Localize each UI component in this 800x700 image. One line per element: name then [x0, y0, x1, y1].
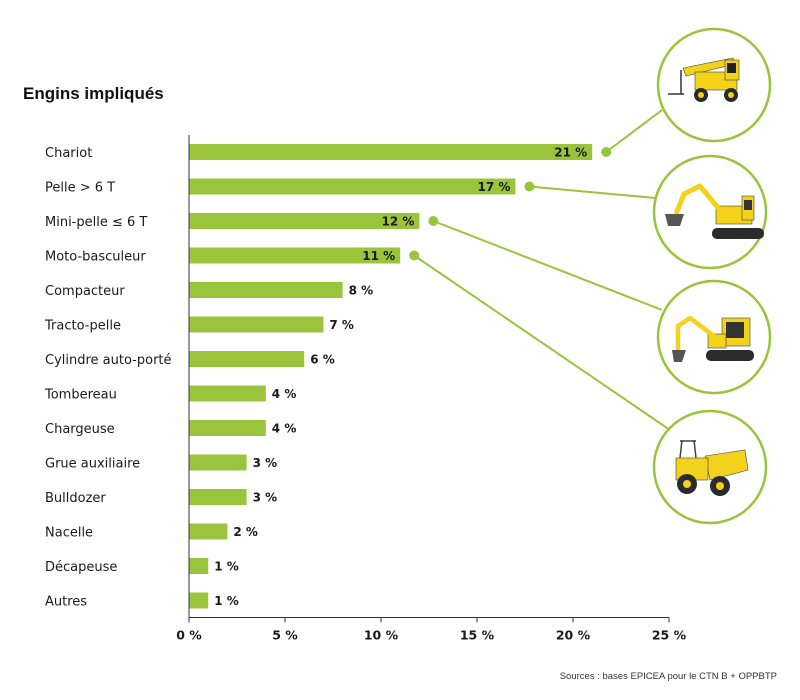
callout-circle-excavator — [652, 154, 768, 270]
bar — [189, 420, 266, 436]
callout-dot — [409, 250, 420, 261]
value-label: 21 % — [554, 146, 587, 160]
bar — [189, 385, 266, 402]
x-tick-label: 25 % — [652, 628, 687, 643]
value-label: 3 % — [253, 456, 278, 470]
value-label: 8 % — [349, 284, 374, 298]
bar — [189, 454, 247, 471]
mini-excavator-icon — [672, 315, 754, 362]
category-label: Chariot — [45, 146, 92, 161]
value-label: 2 % — [233, 525, 258, 539]
excavator-icon — [665, 183, 764, 239]
category-label: Cylindre auto-porté — [45, 353, 172, 368]
category-label: Décapeuse — [45, 560, 117, 575]
category-label: Autres — [45, 595, 87, 610]
callout-circle-mini-excavator — [656, 279, 772, 395]
callout-line — [605, 109, 663, 153]
bar — [189, 316, 324, 333]
value-label: 17 % — [477, 180, 510, 194]
x-tick-label: 15 % — [460, 628, 495, 643]
category-label: Pelle > 6 T — [45, 181, 115, 196]
category-label: Tombereau — [44, 388, 117, 403]
callout-circle-dumper — [652, 409, 768, 525]
x-tick-label: 0 % — [176, 628, 202, 643]
x-tick-label: 10 % — [364, 628, 399, 643]
callout-line — [433, 220, 663, 311]
category-label: Moto-basculeur — [45, 250, 146, 265]
category-label: Mini-pelle ≤ 6 T — [45, 215, 147, 230]
callout-dot — [524, 181, 535, 192]
callout-circle-telehandler — [656, 27, 772, 143]
bar — [189, 523, 228, 540]
bar — [189, 282, 343, 298]
callout-line — [413, 254, 671, 431]
bar — [189, 213, 420, 229]
bar — [189, 247, 401, 264]
value-label: 1 % — [214, 560, 239, 574]
callout-dot — [428, 216, 439, 226]
callout-lines — [409, 109, 671, 431]
value-label: 3 % — [253, 491, 278, 505]
bar — [189, 558, 209, 574]
value-label: 6 % — [310, 353, 335, 367]
chart-title: Engins impliqués — [23, 84, 164, 103]
value-label: 1 % — [214, 594, 239, 608]
x-axis: 0 % 5 % 10 % 15 % 20 % 25 % — [176, 135, 687, 643]
category-label: Nacelle — [45, 526, 93, 541]
bar — [189, 178, 516, 195]
category-label: Bulldozer — [45, 491, 106, 506]
bar — [189, 144, 593, 160]
value-label: 11 % — [362, 249, 395, 263]
source-note: Sources : bases EPICEA pour le CTN B + O… — [560, 671, 777, 682]
value-label: 7 % — [329, 318, 354, 332]
telehandler-icon — [668, 57, 740, 102]
value-label: 4 % — [272, 387, 297, 401]
x-tick-label: 20 % — [556, 628, 591, 643]
bar — [189, 489, 247, 505]
category-label: Chargeuse — [45, 422, 115, 437]
dumper-icon — [675, 439, 749, 496]
bar — [189, 592, 209, 609]
callout-line — [529, 185, 656, 199]
category-label: Compacteur — [45, 284, 125, 299]
bars-group: Chariot 21 % Pelle > 6 T 17 % Mini-pelle ≤ 6… — [44, 144, 593, 610]
bar — [189, 351, 305, 367]
value-label: 12 % — [381, 215, 414, 229]
value-label: 4 % — [272, 422, 297, 436]
category-label: Grue auxiliaire — [45, 457, 140, 472]
category-label: Tracto-pelle — [44, 319, 121, 334]
callout-dot — [601, 147, 612, 157]
x-tick-label: 5 % — [272, 628, 298, 643]
